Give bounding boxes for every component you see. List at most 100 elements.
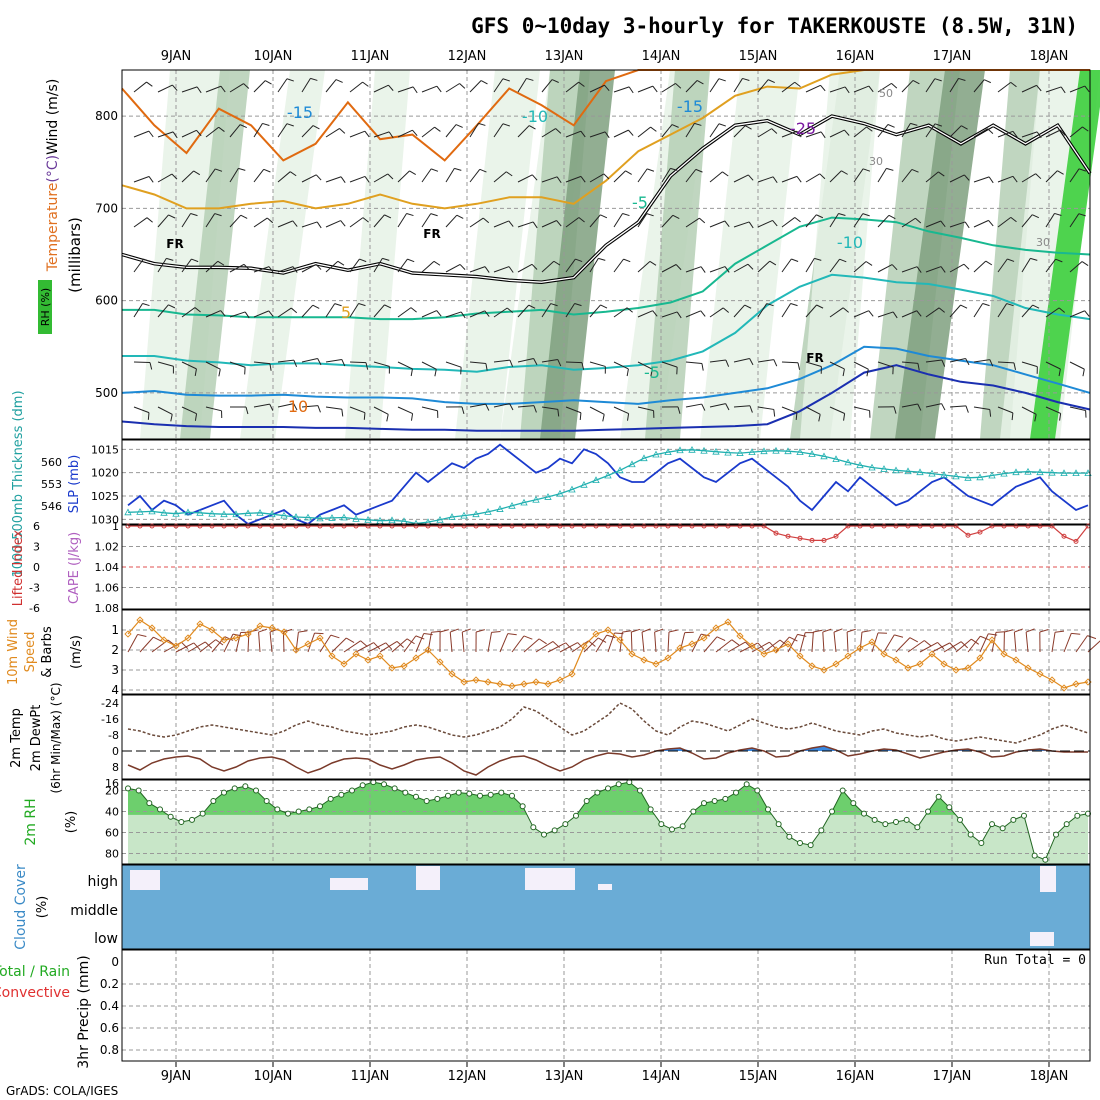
- rh-marker: [146, 800, 153, 807]
- wind-barb: [853, 261, 867, 273]
- wind-barb: [133, 406, 150, 414]
- wind-barb: [517, 358, 534, 363]
- wind-barb: [571, 640, 589, 653]
- wind-speed-marker: [196, 620, 204, 628]
- cape-marker: [641, 523, 647, 529]
- wind-barb-feather: [965, 405, 969, 413]
- rh-marker: [306, 806, 313, 813]
- wind-barb: [517, 125, 530, 138]
- cloud-block: [330, 878, 368, 890]
- wind-barb: [493, 403, 510, 408]
- slp-tick: 1020: [91, 467, 119, 480]
- wind-barb-feather: [310, 77, 318, 81]
- slp-tick: 1025: [91, 490, 119, 503]
- wind-barb-feather: [627, 413, 630, 421]
- thickness-marker: [724, 448, 732, 456]
- rh-shading: [180, 70, 250, 439]
- wind-barb-feather: [796, 176, 802, 183]
- wind-barb-feather: [507, 633, 517, 636]
- wind-barb-feather: [861, 630, 871, 633]
- wind-barb-feather: [886, 167, 894, 171]
- wind-barb-feather: [1034, 414, 1037, 422]
- wind-barb: [691, 633, 702, 653]
- wind-barb-feather: [818, 414, 821, 422]
- wind-barb-feather: [1078, 213, 1086, 217]
- wind-barb-feather: [866, 369, 869, 377]
- wind-barb-feather: [172, 84, 178, 91]
- wind-barb: [895, 637, 911, 653]
- wind-barb: [997, 216, 1012, 228]
- contour-label: -10: [837, 233, 863, 252]
- wind-barb-feather: [168, 214, 176, 219]
- wind-barb-feather: [1087, 635, 1097, 640]
- wind-barb-feather: [626, 307, 633, 313]
- wind-barb-feather: [971, 638, 980, 645]
- wind-barb-feather: [677, 406, 681, 414]
- wind-barb-feather: [456, 214, 464, 219]
- wind-barb-feather: [387, 173, 394, 180]
- date-label-top: 17JAN: [933, 49, 972, 64]
- wind-barb: [445, 214, 458, 228]
- cape-marker: [485, 523, 491, 529]
- wind-barb-feather: [773, 359, 778, 367]
- temp-tick: 8: [112, 761, 119, 774]
- wind-barb-feather: [531, 263, 538, 270]
- wind-barb-feather: [745, 125, 752, 130]
- wind-barb-feather: [865, 261, 873, 266]
- thickness-marker: [544, 493, 552, 500]
- wind-barb: [157, 361, 174, 367]
- wind-speed-marker: [124, 630, 132, 638]
- rh-marker: [231, 785, 238, 792]
- wind-barb-feather: [528, 304, 536, 309]
- wind-barb: [253, 217, 268, 228]
- wind-barb: [373, 131, 390, 138]
- wind-barb: [949, 304, 961, 318]
- rh-panel: 80 60 40 20 2m RH (%): [23, 779, 1091, 865]
- wind-barb: [637, 310, 653, 318]
- wind-barb-feather: [731, 639, 740, 646]
- side-label-part: Temperature: [45, 183, 61, 273]
- wind-barb-feather: [600, 304, 608, 309]
- rh-marker: [669, 826, 675, 833]
- wind-barb: [877, 124, 889, 138]
- wind-barb: [829, 307, 844, 318]
- rh-marker: [285, 810, 291, 817]
- wind-barb-feather: [985, 260, 993, 266]
- rh-marker: [935, 793, 942, 800]
- wind-barb: [469, 217, 484, 228]
- lifted-index-tick: 3: [33, 541, 40, 554]
- wind-barb: [925, 171, 939, 183]
- wind-barb: [181, 86, 198, 93]
- wind-barb-feather: [551, 79, 559, 83]
- wind-barb: [469, 169, 481, 183]
- wind-barb: [589, 361, 606, 367]
- cape-marker: [1025, 523, 1031, 529]
- wind-barb: [445, 168, 455, 183]
- wind-barb: [883, 634, 895, 653]
- rh-shading: [240, 70, 325, 439]
- wind-speed-marker: [340, 660, 348, 668]
- wind-barb: [205, 260, 219, 273]
- wind-barb: [397, 307, 412, 318]
- wind-barb-feather: [816, 214, 824, 219]
- wind-barb: [661, 311, 678, 318]
- pressure-axis-label: (millibars): [66, 217, 84, 293]
- wind-barb: [949, 174, 965, 183]
- wind-barb: [949, 78, 959, 93]
- wind-barb: [853, 310, 869, 318]
- wind-barb-feather: [984, 79, 991, 84]
- wind-barb: [757, 260, 771, 273]
- wind-barb-feather: [892, 311, 898, 319]
- wind-speed-marker: [328, 652, 336, 660]
- rh-marker: [327, 795, 334, 802]
- wind-barb-feather: [916, 310, 922, 317]
- wind-barb-feather: [531, 174, 538, 181]
- wind-barb: [829, 406, 845, 414]
- wind-barb-feather: [747, 263, 754, 270]
- rh-shading: [540, 70, 615, 439]
- date-label-top: 12JAN: [448, 49, 487, 64]
- wind-barb: [781, 175, 798, 183]
- wind-barb: [1013, 632, 1017, 653]
- rh-shading: [980, 70, 1040, 439]
